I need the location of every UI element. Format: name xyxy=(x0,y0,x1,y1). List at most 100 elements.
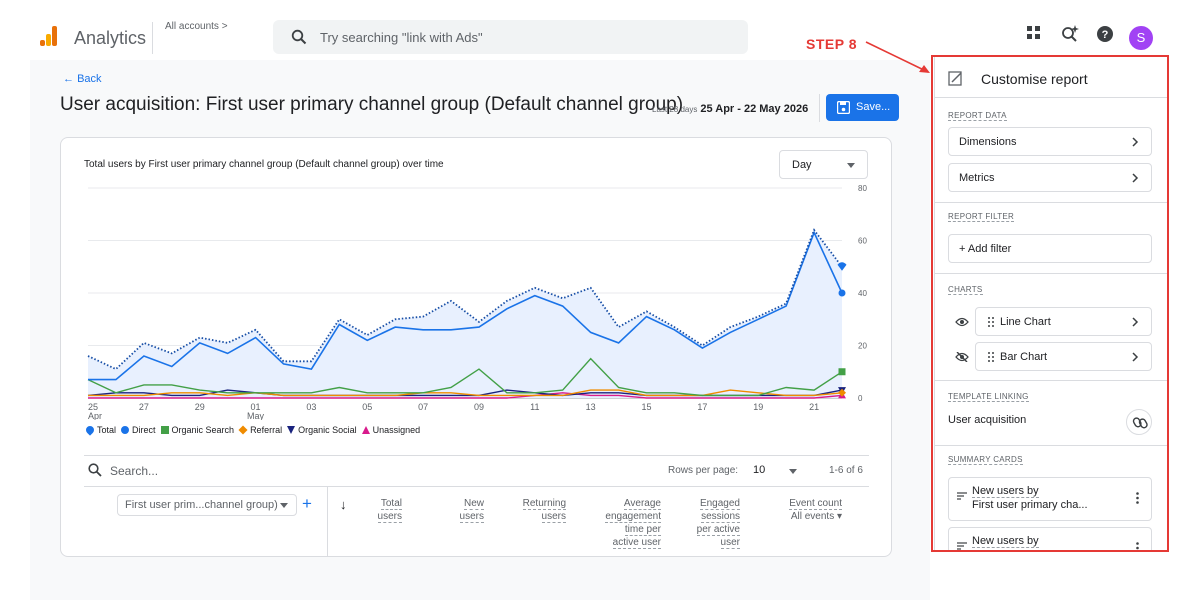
x-tick-label: Apr xyxy=(88,411,102,420)
bar-chart-item[interactable]: Bar Chart xyxy=(975,342,1152,371)
column-header[interactable]: Event count All events ▾ xyxy=(789,497,842,523)
caret-down-icon[interactable] xyxy=(789,469,797,474)
line-chart-label: Line Chart xyxy=(1000,316,1051,328)
column-header-text: sessions xyxy=(701,511,740,523)
x-tick-label: 01 xyxy=(251,402,261,412)
summary-card[interactable]: New users by xyxy=(948,527,1152,551)
x-tick-label: 27 xyxy=(139,402,149,412)
x-tick-label: 07 xyxy=(418,402,428,412)
metrics-button[interactable]: Metrics xyxy=(948,163,1152,192)
legend-item[interactable]: Direct xyxy=(121,425,156,435)
rows-per-page-label: Rows per page: xyxy=(668,465,739,476)
drag-handle-icon[interactable] xyxy=(988,317,994,327)
save-button[interactable]: Save... xyxy=(826,94,899,121)
table-header-divider xyxy=(84,486,869,487)
panel-title: Customise report xyxy=(981,71,1088,87)
avatar[interactable]: S xyxy=(1129,26,1153,50)
accounts-label: All accounts xyxy=(165,21,219,32)
charts-heading: CHARTS xyxy=(948,285,983,295)
event-filter-select[interactable]: All events ▾ xyxy=(790,511,842,522)
x-tick-label: 15 xyxy=(642,402,652,412)
granularity-value: Day xyxy=(792,159,812,171)
legend-item[interactable]: Total xyxy=(84,424,117,436)
series-line-total xyxy=(87,228,843,371)
date-prefix: Last 28 days xyxy=(652,105,698,114)
column-header-text: Total xyxy=(380,498,402,510)
panel-divider xyxy=(935,202,1167,203)
metrics-label: Metrics xyxy=(959,172,995,184)
column-header[interactable]: Returning users xyxy=(522,497,566,523)
y-tick-label: 60 xyxy=(858,237,867,246)
add-dimension-button[interactable]: + xyxy=(302,494,312,513)
x-tick-label: 25 xyxy=(88,402,98,412)
dimension-select[interactable]: First user prim...channel group) xyxy=(117,494,297,516)
back-label: Back xyxy=(77,73,102,85)
legend-label: Direct xyxy=(132,425,156,435)
line-chart-item[interactable]: Line Chart xyxy=(975,307,1152,336)
dimensions-button[interactable]: Dimensions xyxy=(948,127,1152,156)
chevron-right-icon xyxy=(1132,173,1139,183)
x-tick-label: 11 xyxy=(530,402,539,412)
column-header-text: Event count xyxy=(789,498,842,510)
save-icon xyxy=(837,101,850,114)
unlink-template-button[interactable] xyxy=(1126,409,1152,435)
panel-divider xyxy=(935,445,1167,446)
legend-item[interactable]: Unassigned xyxy=(361,425,420,435)
summary-card-clip: New users by xyxy=(948,527,1152,551)
step-label: STEP 8 xyxy=(806,36,857,52)
search-placeholder: Try searching "link with Ads" xyxy=(320,30,483,45)
apps-grid-icon[interactable] xyxy=(1027,26,1041,40)
total-area xyxy=(88,230,842,398)
eye-icon[interactable] xyxy=(955,317,969,327)
more-vert-icon[interactable] xyxy=(1136,542,1139,551)
date-range: 25 Apr - 22 May 2026 xyxy=(700,103,809,115)
legend-item[interactable]: Organic Social xyxy=(287,425,357,435)
date-divider xyxy=(819,94,820,122)
drag-handle-icon[interactable] xyxy=(988,352,994,362)
column-header[interactable]: Average engagement time per active user xyxy=(605,497,661,549)
date-range-picker[interactable]: Last 28 days 25 Apr - 22 May 2026 xyxy=(652,103,808,115)
legend-label: Total xyxy=(97,425,117,435)
step-arrow-icon xyxy=(865,41,930,73)
column-header-text: engagement xyxy=(605,511,661,523)
legend-swatch-square-icon xyxy=(160,426,169,434)
legend-swatch-triangle-up-icon xyxy=(361,426,370,434)
rows-per-page-select[interactable]: 10 xyxy=(753,464,766,476)
panel-divider xyxy=(935,273,1167,274)
chart-legend: Total Direct Organic Search Referral Organic… xyxy=(84,424,425,436)
sort-arrow-icon[interactable]: ↓ xyxy=(340,497,347,512)
eye-off-icon[interactable] xyxy=(955,352,969,362)
granularity-select[interactable]: Day xyxy=(779,150,868,179)
legend-swatch-circle-icon xyxy=(121,426,130,434)
series-marker-organic-search xyxy=(838,368,846,376)
series-line-direct xyxy=(88,230,843,381)
accounts-selector[interactable]: All accounts > xyxy=(165,21,228,32)
sort-lines-icon xyxy=(957,492,967,500)
series-line-referral xyxy=(88,389,843,397)
legend-item[interactable]: Organic Search xyxy=(160,425,234,435)
y-tick-label: 20 xyxy=(858,342,867,351)
column-header[interactable]: Total users xyxy=(377,497,402,523)
column-header-text: New xyxy=(463,498,484,510)
report-filter-heading: REPORT FILTER xyxy=(948,212,1015,222)
link-icon xyxy=(1132,417,1148,429)
more-vert-icon[interactable] xyxy=(1136,492,1139,504)
legend-item[interactable]: Referral xyxy=(238,425,282,435)
analytics-logo-icon[interactable] xyxy=(40,26,58,46)
save-label: Save... xyxy=(856,101,891,113)
back-link[interactable]: ← Back xyxy=(63,73,102,85)
page-count: 1-6 of 6 xyxy=(829,465,863,476)
chevron-right-icon xyxy=(1132,137,1139,147)
search-icon xyxy=(291,29,307,45)
add-filter-button[interactable]: + Add filter xyxy=(948,234,1152,263)
column-header[interactable]: Engaged sessions per active user xyxy=(696,497,740,549)
column-header-text: per active xyxy=(696,524,740,536)
column-header-text: Average xyxy=(623,498,661,510)
help-icon[interactable]: ? xyxy=(1097,26,1113,42)
table-divider xyxy=(84,455,869,456)
column-header[interactable]: New users xyxy=(459,497,484,523)
insights-search-icon[interactable] xyxy=(1061,24,1079,42)
search-bar[interactable]: Try searching "link with Ads" xyxy=(273,20,748,54)
summary-card[interactable]: New users by First user primary cha... xyxy=(948,477,1152,521)
y-tick-label: 0 xyxy=(858,394,863,403)
